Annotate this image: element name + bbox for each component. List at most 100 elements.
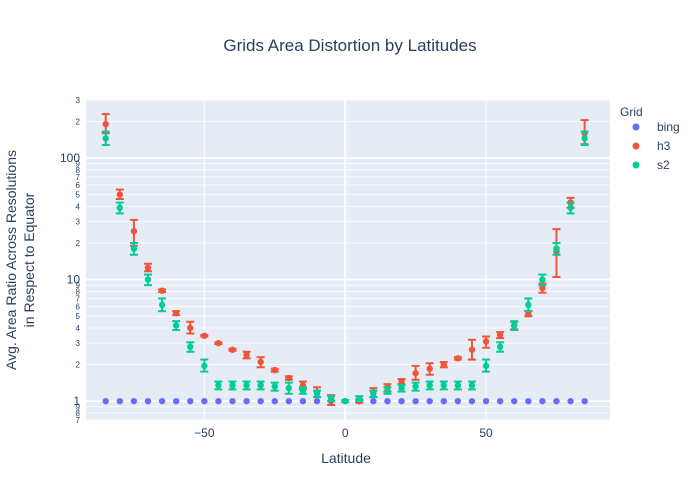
y-major-tick-label: 1: [73, 394, 80, 408]
y-minor-tick-label: 3: [76, 339, 81, 348]
y-major-tick-label: 100: [60, 151, 80, 165]
legend-label-s2: s2: [657, 158, 670, 172]
data-point-s2: [116, 204, 124, 211]
data-point-bing: [299, 397, 307, 405]
data-point-h3: [525, 310, 532, 318]
data-point-s2: [426, 382, 433, 389]
data-point-bing: [511, 397, 518, 405]
y-minor-tick-label: 6: [76, 303, 81, 312]
data-point-h3: [130, 228, 138, 235]
data-point-s2: [215, 382, 222, 389]
x-tick-label: 0: [342, 426, 349, 440]
data-point-s2: [313, 390, 321, 397]
data-point-s2: [454, 382, 462, 389]
data-point-s2: [299, 387, 307, 394]
data-point-h3: [539, 284, 546, 292]
data-point-bing: [426, 397, 433, 405]
data-point-bing: [482, 397, 490, 405]
y-minor-tick-label: 7: [76, 173, 81, 182]
data-point-bing: [496, 397, 504, 405]
data-point-s2: [102, 135, 109, 142]
data-point-bing: [468, 397, 476, 405]
legend-marker-s2: [632, 161, 640, 169]
data-point-h3: [496, 331, 504, 339]
data-point-h3: [482, 338, 490, 345]
legend-label-h3: h3: [657, 139, 671, 153]
data-point-bing: [102, 397, 109, 405]
data-point-bing: [229, 397, 236, 405]
data-point-s2: [412, 383, 419, 390]
x-axis-title: Latitude: [321, 450, 371, 466]
data-point-h3: [257, 358, 264, 366]
data-point-bing: [581, 397, 588, 405]
data-point-s2: [525, 301, 532, 309]
legend: Grid bing h3 s2: [620, 105, 680, 172]
data-point-bing: [567, 397, 574, 405]
data-point-s2: [567, 204, 574, 211]
data-point-s2: [468, 382, 476, 389]
data-point-bing: [187, 397, 194, 405]
y-minor-tick-label: 7: [76, 294, 81, 303]
data-point-s2: [398, 384, 405, 392]
data-point-h3: [468, 346, 476, 353]
data-point-s2: [172, 322, 180, 329]
chart-title: Grids Area Distortion by Latitudes: [223, 36, 476, 55]
plot-area: [86, 100, 610, 420]
data-point-bing: [271, 397, 278, 405]
data-point-bing: [144, 397, 152, 405]
data-point-s2: [370, 390, 377, 397]
data-point-h3: [285, 374, 293, 382]
series-layer: [101, 113, 589, 406]
data-point-bing: [313, 397, 321, 405]
data-point-s2: [130, 245, 138, 252]
y-minor-tick-label: 9: [76, 281, 81, 290]
data-point-h3: [144, 264, 152, 272]
data-point-s2: [243, 382, 250, 389]
y-minor-tick-label: 5: [76, 191, 81, 200]
data-point-bing: [243, 397, 250, 405]
data-point-s2: [581, 135, 588, 142]
data-point-bing: [116, 397, 124, 405]
data-point-h3: [215, 339, 222, 347]
x-tick-label: −50: [194, 426, 215, 440]
legend-marker-h3: [632, 142, 640, 150]
data-point-bing: [440, 397, 447, 405]
data-point-s2: [327, 395, 335, 402]
data-point-h3: [398, 378, 405, 385]
y-minor-tick-label: 4: [76, 202, 81, 211]
data-point-h3: [412, 369, 419, 377]
data-point-s2: [384, 387, 391, 394]
data-point-s2: [496, 343, 504, 351]
data-point-h3: [229, 346, 236, 353]
y-minor-tick-label: 8: [76, 166, 81, 175]
x-tick-label: 50: [479, 426, 493, 440]
data-point-h3: [172, 309, 180, 317]
data-point-bing: [553, 397, 560, 405]
data-point-s2: [158, 301, 166, 309]
data-point-bing: [398, 397, 405, 405]
data-point-bing: [539, 397, 546, 405]
y-minor-tick-label: 3: [76, 96, 81, 105]
data-point-h3: [158, 287, 166, 294]
y-minor-tick-label: 8: [76, 409, 81, 418]
data-point-h3: [201, 332, 208, 339]
data-point-h3: [271, 366, 278, 374]
data-point-s2: [539, 276, 546, 283]
data-point-s2: [257, 382, 264, 389]
y-minor-tick-label: 2: [76, 117, 81, 126]
y-minor-tick-label: 6: [76, 181, 81, 190]
data-point-h3: [426, 365, 433, 372]
y-minor-tick-label: 4: [76, 324, 81, 333]
data-point-bing: [215, 397, 222, 405]
data-point-bing: [412, 397, 419, 405]
y-minor-tick-label: 9: [76, 160, 81, 169]
legend-marker-bing: [632, 123, 640, 131]
data-point-s2: [187, 343, 194, 351]
data-point-s2: [553, 245, 560, 252]
data-point-bing: [384, 397, 391, 405]
y-axis-title-line-2: in Respect to Equator: [21, 192, 37, 327]
y-minor-tick-label: 8: [76, 287, 81, 296]
data-point-s2: [482, 362, 490, 370]
y-minor-tick-label: 9: [76, 403, 81, 412]
